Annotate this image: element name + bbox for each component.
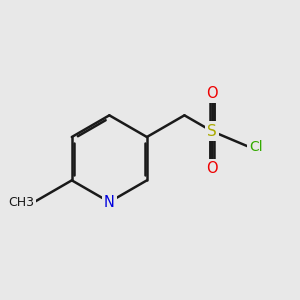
Text: Cl: Cl bbox=[250, 140, 263, 154]
Text: O: O bbox=[206, 86, 218, 101]
Text: N: N bbox=[104, 194, 115, 209]
Text: O: O bbox=[206, 161, 218, 176]
Text: CH3: CH3 bbox=[8, 196, 34, 208]
Text: S: S bbox=[207, 124, 217, 139]
